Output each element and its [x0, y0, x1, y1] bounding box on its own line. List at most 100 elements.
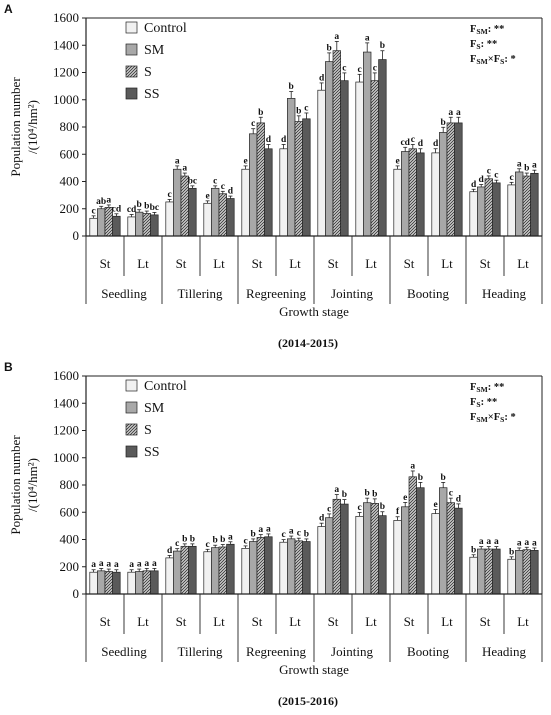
subgroup-label: Lt — [137, 614, 149, 629]
bar-s — [142, 213, 151, 237]
significance-letter: b — [327, 43, 332, 53]
stage-label: Tillering — [177, 644, 223, 659]
subgroup-label: St — [480, 614, 491, 629]
x-axis-title: Growth stage — [279, 662, 349, 677]
significance-note: FSM: ** — [470, 382, 504, 394]
legend-swatch-sm — [125, 401, 138, 414]
significance-letter: a — [152, 559, 157, 569]
bar-control — [393, 168, 402, 237]
legend-swatch-ss — [125, 445, 138, 458]
legend-label-s: S — [144, 65, 152, 80]
significance-letter: a — [228, 532, 233, 542]
significance-letter: a — [532, 161, 537, 171]
bar-control — [203, 551, 212, 595]
significance-letter: e — [403, 493, 407, 503]
chart-panel-a: A 0 200 400 600 800 1000 1200 1400 1600 Population… — [0, 0, 551, 355]
significance-letter: d — [319, 73, 325, 83]
significance-letter: b — [418, 473, 423, 483]
bar-control — [89, 571, 98, 595]
bar-control — [127, 216, 136, 237]
bar-control — [355, 81, 364, 237]
legend-label-control: Control — [144, 21, 187, 36]
bar-s — [142, 570, 151, 595]
bar-control — [203, 202, 212, 237]
bar-sm — [97, 570, 106, 595]
subgroup-label: St — [252, 256, 263, 271]
subgroup-label: Lt — [365, 256, 377, 271]
significance-letter: a — [334, 485, 339, 495]
significance-letter: b — [182, 534, 187, 544]
legend-swatch-sm — [125, 43, 138, 56]
significance-letter: c — [509, 173, 513, 183]
legend-swatch-control — [125, 21, 138, 34]
significance-letter: e — [395, 156, 399, 166]
significance-letter: a — [258, 525, 263, 535]
bar-sm — [439, 487, 448, 595]
bar-sm — [287, 98, 296, 237]
significance-letter: d — [319, 514, 325, 524]
significance-letter: c — [175, 539, 179, 549]
significance-letter: c — [91, 206, 95, 216]
bar-sm — [173, 168, 182, 237]
bar-sm — [249, 133, 258, 237]
subgroup-label: Lt — [137, 256, 149, 271]
y-tick-label: 1200 — [53, 423, 79, 438]
bar-s — [446, 122, 455, 237]
significance-letter: ab — [96, 197, 106, 207]
bar-ss — [150, 570, 159, 595]
bar-ss — [112, 571, 121, 595]
bar-ss — [226, 543, 235, 595]
significance-letter: e — [433, 500, 437, 510]
significance-letter: a — [479, 537, 484, 547]
bar-ss — [340, 503, 349, 595]
bar-ss — [264, 148, 273, 237]
subgroup-label: St — [100, 256, 111, 271]
bar-s — [104, 571, 113, 595]
significance-letter: d — [167, 546, 173, 556]
bar-ss — [264, 536, 273, 595]
significance-letter: a — [517, 159, 522, 169]
significance-letter: cd — [127, 205, 137, 215]
y-tick-label: 400 — [60, 174, 80, 189]
bar-control — [355, 515, 364, 595]
significance-letter: d — [418, 139, 424, 149]
bar-ss — [302, 118, 311, 237]
bar-s — [446, 502, 455, 595]
panel-caption: (2014-2015) — [278, 336, 338, 350]
bar-control — [241, 168, 250, 237]
significance-letter: d — [281, 135, 287, 145]
bar-sm — [477, 186, 486, 237]
significance-letter: bc — [188, 176, 198, 186]
bar-ss — [454, 122, 463, 237]
subgroup-label: St — [100, 614, 111, 629]
significance-letter: a — [486, 537, 491, 547]
significance-letter: b — [441, 473, 446, 483]
significance-letter: a — [91, 560, 96, 570]
subgroup-label: St — [404, 614, 415, 629]
bar-control — [165, 201, 174, 237]
y-tick-label: 400 — [60, 532, 80, 547]
y-axis-label-line1: Population number — [8, 435, 23, 535]
significance-letter: a — [175, 156, 180, 166]
y-tick-label: 0 — [73, 228, 80, 243]
significance-note: FSM×FS: * — [470, 412, 516, 424]
bar-ss — [378, 59, 387, 237]
bar-ss — [530, 550, 539, 595]
significance-letter: c — [205, 540, 209, 550]
significance-letter: b — [509, 547, 514, 557]
bar-s — [294, 121, 303, 237]
bar-s — [180, 545, 189, 595]
stage-label: Booting — [407, 644, 449, 659]
bar-control — [431, 152, 440, 237]
significance-letter: a — [266, 524, 271, 534]
bar-s — [370, 503, 379, 595]
bar-sm — [97, 208, 106, 237]
significance-letter: b — [304, 529, 309, 539]
significance-letter: b — [342, 490, 347, 500]
bar-s — [408, 476, 417, 595]
significance-letter: d — [471, 180, 477, 190]
bar-sm — [515, 171, 524, 237]
bar-sm — [173, 550, 182, 595]
bar-control — [165, 557, 174, 595]
bar-control — [241, 548, 250, 595]
